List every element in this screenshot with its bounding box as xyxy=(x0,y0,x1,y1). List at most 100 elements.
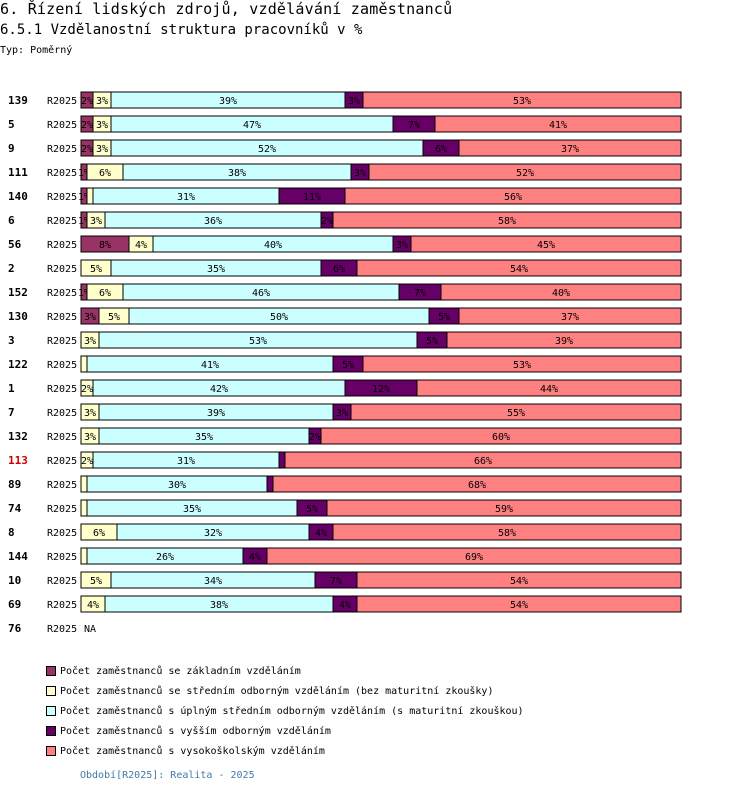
segment-value-label: 39% xyxy=(555,336,573,347)
segment-value-label: 3% xyxy=(96,144,108,155)
row-period-label: R2025 xyxy=(47,576,77,587)
legend-label: Počet zaměstnanců s vyšším odborným vzdě… xyxy=(60,725,331,737)
segment-value-label: 35% xyxy=(183,504,201,515)
legend-swatch xyxy=(46,666,56,676)
row-id-label: 5 xyxy=(8,118,15,131)
segment-value-label: 47% xyxy=(243,120,261,131)
segment-value-label: 2% xyxy=(309,432,321,443)
segment-value-label: 54% xyxy=(510,264,528,275)
bar-segment xyxy=(440,283,682,301)
row-id-label: 89 xyxy=(8,478,21,491)
row-id-label: 9 xyxy=(8,142,15,155)
segment-value-label: 3% xyxy=(84,408,96,419)
row-id-label: 56 xyxy=(8,238,22,251)
legend-label: Počet zaměstnanců se středním odborným v… xyxy=(60,685,494,697)
segment-value-label: 3% xyxy=(396,240,408,251)
segment-value-label: 3% xyxy=(84,432,96,443)
segment-value-label: 30% xyxy=(168,480,186,491)
segment-value-label: 2% xyxy=(81,456,93,467)
segment-value-label: 3% xyxy=(354,168,366,179)
row-id-label: 140 xyxy=(8,190,28,203)
row-period-label: R2025 xyxy=(47,504,77,515)
segment-value-label: 59% xyxy=(495,504,513,515)
segment-value-label: 2% xyxy=(321,216,333,227)
legend-swatch xyxy=(46,726,56,736)
bar-segment xyxy=(278,451,286,469)
segment-value-label: 2% xyxy=(81,384,93,395)
row-period-label: R2025 xyxy=(47,552,77,563)
segment-value-label: 53% xyxy=(513,96,531,107)
bar-segment xyxy=(350,403,682,421)
segment-value-label: 3% xyxy=(348,96,360,107)
row-period-label: R2025 xyxy=(47,624,77,635)
segment-value-label: 41% xyxy=(201,360,219,371)
segment-value-label: 5% xyxy=(426,336,438,347)
row-id-label: 10 xyxy=(8,574,21,587)
segment-value-label: 68% xyxy=(468,480,486,491)
segment-value-label: 34% xyxy=(204,576,222,587)
row-id-label: 3 xyxy=(8,334,15,347)
bar-segment xyxy=(344,187,682,205)
segment-value-label: 36% xyxy=(204,216,222,227)
segment-value-label: 5% xyxy=(108,312,120,323)
segment-value-label: 4% xyxy=(315,528,327,539)
bar-segment xyxy=(320,427,682,445)
legend-item: Počet zaměstnanců s úplným středním odbo… xyxy=(46,704,524,718)
bar-segment xyxy=(80,475,88,493)
segment-value-label: 50% xyxy=(270,312,288,323)
row-period-label: R2025 xyxy=(47,600,77,611)
row-id-label: 8 xyxy=(8,526,15,539)
segment-value-label: 31% xyxy=(177,192,195,203)
legend-swatch xyxy=(46,746,56,756)
segment-value-label: 40% xyxy=(264,240,282,251)
bar-segment xyxy=(284,451,682,469)
row-period-label: R2025 xyxy=(47,480,77,491)
row-id-label: 2 xyxy=(8,262,15,275)
row-period-label: R2025 xyxy=(47,336,77,347)
row-period-label: R2025 xyxy=(47,360,77,371)
legend-swatch xyxy=(46,706,56,716)
segment-value-label: 6% xyxy=(99,168,111,179)
segment-value-label: 8% xyxy=(99,240,111,251)
row-na-label: NA xyxy=(84,624,96,635)
segment-value-label: 12% xyxy=(372,384,390,395)
row-id-label: 122 xyxy=(8,358,28,371)
segment-value-label: 53% xyxy=(513,360,531,371)
bar-segment xyxy=(410,235,682,253)
segment-value-label: 55% xyxy=(507,408,525,419)
row-id-label: 111 xyxy=(8,166,28,179)
segment-value-label: 4% xyxy=(249,552,261,563)
legend-swatch xyxy=(46,686,56,696)
segment-value-label: 6% xyxy=(333,264,345,275)
segment-value-label: 1% xyxy=(78,192,90,203)
row-id-label: 139 xyxy=(8,94,28,107)
bar-segment xyxy=(332,523,682,541)
segment-value-label: 2% xyxy=(81,144,93,155)
segment-value-label: 5% xyxy=(90,576,102,587)
bar-segment xyxy=(356,595,682,613)
legend-item: Počet zaměstnanců se středním odborným v… xyxy=(46,684,493,698)
row-id-label: 74 xyxy=(8,502,22,515)
segment-value-label: 45% xyxy=(537,240,555,251)
row-id-label: 76 xyxy=(8,622,22,635)
segment-value-label: 31% xyxy=(177,456,195,467)
legend-label: Počet zaměstnanců s úplným středním odbo… xyxy=(60,705,524,717)
segment-value-label: 40% xyxy=(552,288,570,299)
segment-value-label: 53% xyxy=(249,336,267,347)
segment-value-label: 42% xyxy=(210,384,228,395)
bar-segment xyxy=(80,547,88,565)
segment-value-label: 54% xyxy=(510,576,528,587)
segment-value-label: 37% xyxy=(561,144,579,155)
row-period-label: R2025 xyxy=(47,288,77,299)
segment-value-label: 58% xyxy=(498,216,516,227)
segment-value-label: 38% xyxy=(210,600,228,611)
segment-value-label: 1% xyxy=(78,288,90,299)
segment-value-label: 7% xyxy=(330,576,342,587)
bar-segment xyxy=(332,211,682,229)
segment-value-label: 4% xyxy=(87,600,99,611)
row-period-label: R2025 xyxy=(47,168,77,179)
bar-segment xyxy=(362,355,682,373)
segment-value-label: 52% xyxy=(516,168,534,179)
bar-segment xyxy=(272,475,682,493)
segment-value-label: 3% xyxy=(84,312,96,323)
